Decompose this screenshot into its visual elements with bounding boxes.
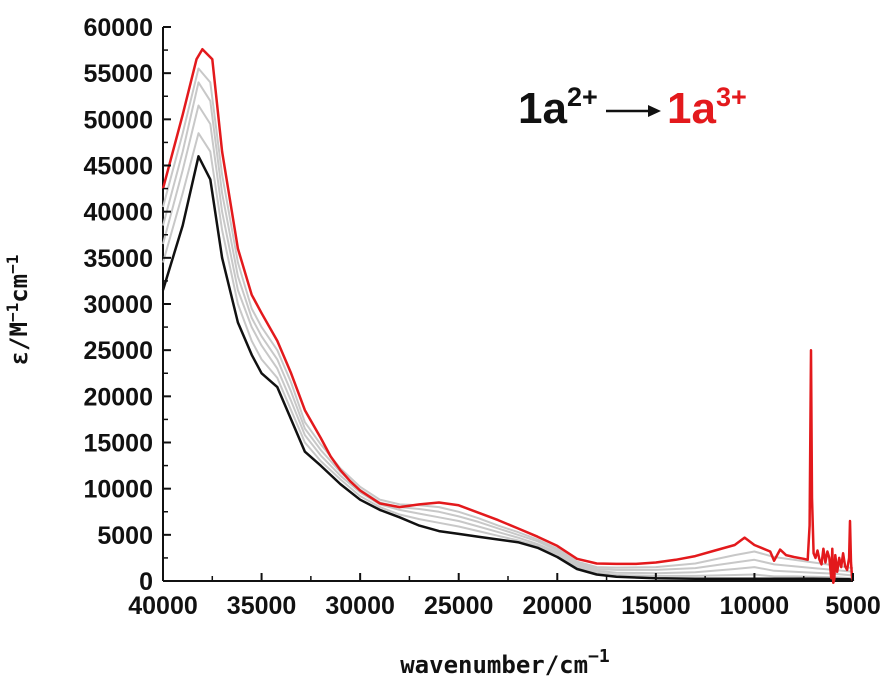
svg-text:1a3+: 1a3+ [667, 82, 747, 133]
series-line-intermediate [162, 81, 854, 573]
series-line-intermediate [162, 67, 854, 570]
y-axis-title-part: ε/M [5, 322, 33, 365]
y-tick-label: 5000 [97, 522, 153, 550]
x-tick-label: 10000 [720, 592, 790, 620]
series-line-intermediate [162, 104, 854, 577]
y-tick-label: 10000 [83, 476, 153, 504]
x-axis-title-main: wavenumber/cm [400, 651, 588, 679]
y-tick-label: 30000 [83, 291, 153, 319]
plot-area [161, 27, 855, 585]
y-tick-label: 15000 [83, 430, 153, 458]
x-tick-label: 35000 [227, 592, 297, 620]
y-axis-title-sup: −1 [3, 255, 22, 274]
y-tick-label: 20000 [83, 383, 153, 411]
x-tick-label: 15000 [621, 592, 691, 620]
annotation-start-base: 1a [518, 84, 567, 133]
series-layer [161, 47, 855, 585]
x-tick-label: 30000 [325, 592, 395, 620]
y-tick-label: 0 [139, 568, 153, 596]
y-tick-label: 25000 [83, 337, 153, 365]
x-axis-ticks: 40000 35000 30000 25000 20000 15000 10000 5000 [128, 573, 881, 620]
y-axis-title: ε/M−1cm−1 [3, 255, 33, 366]
annotation-end-sup: 3+ [716, 82, 747, 112]
annotation-start-sup: 2+ [567, 82, 598, 112]
y-tick-label: 55000 [83, 60, 153, 88]
y-tick-label: 50000 [83, 106, 153, 134]
x-tick-label: 20000 [523, 592, 593, 620]
x-axis-title: wavenumber/cm−1 [400, 646, 610, 679]
series-line-start [161, 155, 854, 582]
x-tick-label: 25000 [424, 592, 494, 620]
y-tick-label: 40000 [83, 199, 153, 227]
svg-text:1a2+: 1a2+ [518, 82, 598, 133]
x-tick-label: 5000 [825, 592, 881, 620]
y-axis-title-part: cm [5, 274, 33, 303]
annotation-arrow-head [648, 105, 661, 117]
series-line-intermediate [162, 132, 854, 580]
x-tick-label: 40000 [128, 592, 198, 620]
annotation-end-base: 1a [667, 84, 716, 133]
transition-annotation: 1a2+ 1a3+ [518, 82, 747, 133]
y-axis-ticks: 0 5000 10000 15000 20000 25000 30000 35000 40000… [83, 14, 171, 596]
series-line-end [161, 47, 855, 585]
y-tick-label: 60000 [83, 14, 153, 42]
y-tick-label: 45000 [83, 153, 153, 181]
y-axis-title-sup: −1 [3, 303, 22, 322]
y-tick-label: 35000 [83, 245, 153, 273]
x-axis-title-sup: −1 [588, 646, 610, 667]
